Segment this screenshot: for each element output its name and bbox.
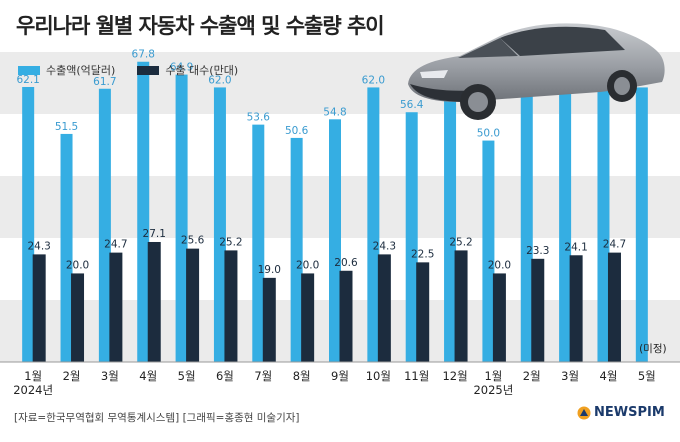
bar-export-units: [147, 241, 161, 362]
data-label-export-value: 53.6: [247, 112, 271, 124]
data-label-export-units: 22.5: [411, 248, 434, 260]
bar-export-value: [60, 133, 73, 362]
bar-export-units: [109, 252, 123, 362]
data-label-export-units: 25.6: [181, 235, 205, 247]
bar-export-value: [175, 74, 188, 362]
data-label-export-units: 20.0: [488, 259, 511, 271]
data-label-export-units: 23.3: [526, 245, 549, 257]
bar-export-units: [454, 250, 468, 362]
bar-export-units: [492, 273, 506, 362]
logo-mark-icon: [577, 406, 591, 419]
data-label-export-units: 24.3: [373, 240, 396, 252]
bar-export-value: [137, 61, 150, 362]
bar-export-units: [32, 254, 46, 362]
x-tick-label: 2월: [523, 369, 541, 383]
bar-export-value: [252, 124, 265, 362]
legend-item-export-units: 수출 대수(만대): [137, 62, 238, 78]
data-label-export-value: 61.7: [93, 76, 116, 88]
data-label-export-value: 50.0: [477, 128, 500, 140]
data-label-export-value: 62.1: [16, 74, 39, 86]
x-tick-label: 9월: [331, 369, 349, 383]
annotation-pending: (미정): [639, 343, 667, 355]
bar-export-units: [377, 254, 391, 362]
bar-export-value: [597, 72, 610, 363]
x-tick-label: 6월: [216, 369, 234, 383]
data-label-export-units: 24.1: [564, 241, 587, 253]
bar-export-units: [569, 255, 583, 362]
data-label-export-value: 62.0: [362, 74, 385, 86]
bar-export-value: [329, 119, 341, 362]
data-label-export-value: 62.0: [208, 74, 231, 86]
x-tick-label: 10월: [366, 369, 391, 383]
bar-export-value: [22, 86, 35, 362]
x-tick-label: 5월: [178, 369, 196, 383]
data-label-export-value: 54.8: [323, 106, 346, 118]
x-tick-label: 3월: [101, 369, 119, 383]
source-credit: [자료=한국무역협회 무역통계시스템] [그래픽=홍종현 미술기자]: [14, 412, 300, 424]
data-label-export-units: 20.6: [334, 257, 358, 269]
data-label-export-units: 24.7: [603, 239, 626, 251]
legend: 수출액(억달러) 수출 대수(만대): [18, 62, 260, 78]
x-tick-label: 2월: [63, 369, 81, 383]
data-label-export-units: 24.3: [27, 240, 50, 252]
bar-export-value: [367, 87, 380, 362]
bar-export-units: [531, 258, 545, 362]
data-label-export-units: 25.2: [219, 236, 242, 248]
data-label-export-units: 25.2: [449, 236, 472, 248]
logo-text: NEWSPIM: [594, 405, 665, 420]
bar-export-value: [635, 87, 648, 362]
data-label-export-units: 20.0: [66, 259, 89, 271]
car-illustration: [408, 23, 665, 120]
bar-export-units: [71, 273, 85, 362]
bar-export-units: [339, 270, 353, 362]
x-tick-label: 1월: [24, 369, 42, 383]
data-label-export-value: 56.4: [400, 99, 424, 111]
data-label-export-value: 64.9: [170, 62, 193, 74]
x-tick-label: 5월: [638, 369, 656, 383]
data-label-export-units: 19.0: [258, 264, 281, 276]
legend-label-export-units: 수출 대수(만대): [165, 64, 239, 77]
data-label-export-value: 50.6: [285, 125, 309, 137]
legend-swatch-export-units: [137, 65, 160, 75]
x-tick-label: 11월: [404, 369, 429, 383]
bar-export-value: [98, 88, 111, 362]
data-label-export-value: 67.8: [132, 49, 155, 61]
data-label-export-units: 27.1: [143, 228, 166, 240]
legend-swatch-export-value: [18, 65, 40, 75]
bar-export-units: [224, 250, 238, 362]
data-label-export-value: 51.5: [55, 121, 78, 133]
x-tick-label: 4월: [139, 369, 157, 383]
x-tick-label: 12월: [442, 369, 467, 383]
legend-label-export-value: 수출액(억달러): [46, 64, 116, 77]
x-tick-label: 7월: [254, 369, 272, 383]
data-label-export-units: 24.7: [104, 239, 127, 251]
bar-export-units: [301, 273, 315, 362]
bar-export-value: [213, 87, 226, 362]
bar-export-value: [482, 140, 495, 362]
x-tick-label: 4월: [600, 369, 618, 383]
bar-export-value: [405, 112, 418, 362]
chart-title: 우리나라 월별 자동차 수출액 및 수출량 추이: [16, 14, 385, 38]
x-year-label: 2025년: [473, 383, 513, 397]
x-year-label: 2024년: [13, 383, 53, 397]
x-tick-label: 3월: [561, 369, 579, 383]
data-label-export-units: 20.0: [296, 259, 319, 271]
bar-export-value: [290, 137, 303, 362]
bar-export-units: [607, 252, 621, 362]
x-tick-label: 1월: [484, 369, 502, 383]
bar-export-units: [416, 262, 430, 362]
x-tick-label: 8월: [293, 369, 311, 383]
bar-export-units: [186, 248, 200, 362]
bar-export-value: [520, 93, 533, 362]
bar-export-units: [262, 277, 276, 362]
bar-export-value: [559, 86, 572, 362]
legend-item-export-value: 수출액(억달러): [18, 62, 115, 78]
newspim-logo: NEWSPIM: [577, 405, 665, 420]
bar-export-value: [444, 94, 457, 362]
